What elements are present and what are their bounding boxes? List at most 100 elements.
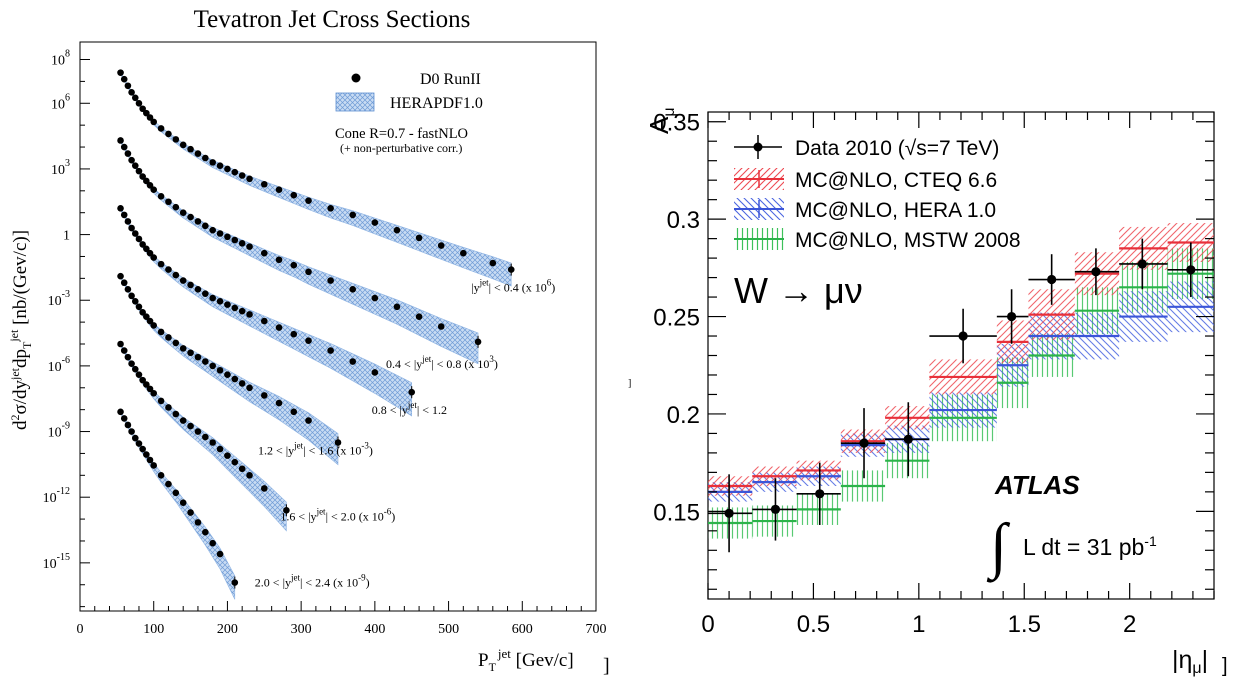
data-point (179, 499, 187, 506)
legend-note-2: (+ non-perturbative corr.) (340, 141, 462, 155)
left-x-tick-label: 400 (364, 622, 385, 637)
data-point (187, 213, 194, 221)
data-point (120, 415, 128, 422)
data-point (246, 243, 253, 250)
data-point (216, 298, 224, 305)
left-chart: Tevatron Jet Cross Sections d2σ/dyjetdpT… (7, 6, 607, 674)
data-point (238, 307, 246, 315)
left-y-axis-label: d2σ/dyjetdpTjet [nb/(Gev/c)] (7, 230, 34, 430)
experiment-label: ATLAS (994, 470, 1080, 500)
data-point (172, 489, 180, 497)
data-point (202, 358, 209, 365)
series-label: 0.8 < |yjet| < 1.2 (372, 400, 447, 417)
right-chart: 0 0.5 1 1.5 20.150.20.250.30.35 Aμ |ημ| ] Da… (644, 107, 1228, 677)
data-point (179, 277, 187, 284)
left-y-tick-label: 10-6 (48, 355, 70, 375)
data-point (135, 167, 143, 175)
data-point (224, 371, 231, 378)
data-point (194, 150, 202, 157)
data-point (117, 272, 124, 280)
data-point (371, 369, 379, 376)
ylabel-jet2: jet (7, 329, 21, 343)
data-point (117, 408, 124, 416)
data-point (224, 452, 231, 459)
data-point (209, 294, 216, 302)
data-point (231, 304, 239, 312)
lumi-text: L dt = 31 pb (1023, 534, 1144, 560)
data-point (238, 380, 246, 387)
data-point (275, 256, 283, 264)
data-point (194, 218, 202, 225)
left-x-tick-label: 500 (438, 622, 459, 637)
ylabel-mu: μ (661, 107, 678, 116)
data-point (146, 249, 154, 257)
data-point (275, 186, 283, 194)
stray-bracket-1: ] (603, 655, 610, 677)
data-point (187, 349, 194, 357)
data-point (224, 301, 231, 308)
data-point (958, 331, 968, 341)
data-point (437, 323, 445, 330)
left-x-tick-label: 100 (143, 622, 164, 637)
left-legend: D0 RunII HERAPDF1.0 Cone R=0.7 - fastNLO… (335, 71, 483, 155)
series-label: 0.4 < |yjet| < 0.8 (x 103) (386, 354, 498, 371)
data-point (202, 222, 209, 230)
data-point (179, 345, 187, 352)
data-point (157, 397, 165, 405)
data-point (165, 334, 172, 341)
left-series-labels: |yjet| < 0.4 (x 106) 0.4 < |yjet| < 0.8 (… (255, 278, 556, 590)
xlabel-eta: |η (1172, 646, 1192, 674)
data-point (135, 99, 143, 107)
ylabel-dp: dp (10, 349, 31, 368)
data-point (150, 389, 158, 397)
data-point (139, 173, 146, 180)
legend-cteq-label: MC@NLO, CTEQ 6.6 (795, 169, 997, 192)
right-y-tick-label: 0.2 (667, 402, 700, 429)
data-point (139, 105, 146, 113)
data-point (238, 172, 246, 179)
series-label: 1.2 < |yjet| < 1.6 (x 10-3) (258, 440, 373, 457)
data-point (371, 219, 379, 226)
right-x-axis-label: |ημ| (1172, 646, 1208, 677)
data-point (143, 451, 150, 458)
ylabel-jet1: jet (8, 367, 22, 381)
legend-data-label: Data 2010 (√s=7 TeV) (795, 137, 999, 160)
data-point (290, 261, 298, 269)
data-point (260, 317, 268, 325)
data-point (157, 328, 165, 336)
data-point (120, 75, 128, 83)
legend-mstw-label: MC@NLO, MSTW 2008 (795, 229, 1021, 252)
series-label: 1.6 < |yjet| < 2.0 (x 10-6) (280, 506, 395, 523)
xlabel-subT: T (489, 660, 497, 674)
data-point (128, 292, 135, 300)
data-point (238, 240, 246, 247)
left-y-tick-label: 10-9 (48, 421, 70, 441)
data-point (157, 260, 165, 268)
data-point (172, 271, 180, 279)
data-point (187, 281, 194, 289)
data-point (415, 313, 423, 320)
data-point (202, 290, 209, 297)
data-point (246, 311, 253, 318)
left-data-points (117, 69, 515, 589)
right-y-tick-label: 0.15 (653, 499, 700, 526)
data-point (305, 268, 312, 276)
data-point (371, 294, 379, 302)
data-point (120, 143, 128, 151)
data-point (437, 242, 445, 249)
data-point (150, 118, 158, 126)
data-point (290, 191, 298, 199)
data-point (231, 168, 239, 176)
data-point (194, 519, 202, 526)
legend-data-marker (351, 73, 361, 83)
right-y-tick-label: 0.35 (653, 110, 700, 137)
data-point (724, 508, 734, 518)
left-x-tick-label: 300 (291, 622, 312, 637)
data-point (150, 254, 158, 261)
data-point (393, 303, 401, 311)
data-point (209, 362, 216, 370)
left-y-tick-label: 108 (51, 49, 70, 69)
data-point (209, 226, 216, 234)
data-point (179, 141, 187, 149)
data-point (131, 230, 139, 237)
